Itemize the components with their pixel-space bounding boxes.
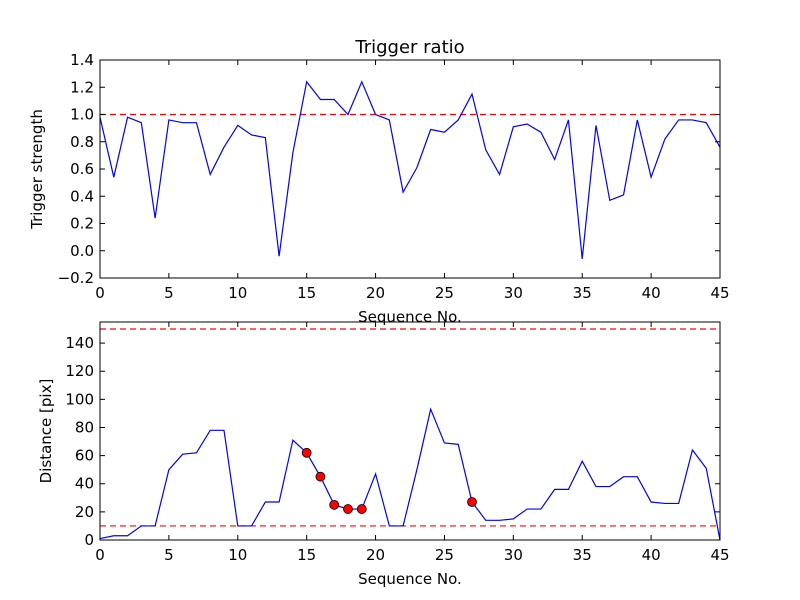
x-tick-label: 25 [435,546,454,564]
distance-axis-ticks: 0 5 10 15 20 25 30 35 40 45 0 20 40 60 80 100 120 140 [65,322,730,564]
distance-plot-marks [99,328,721,541]
x-tick-label: 30 [504,546,523,564]
highlighted-point [315,471,326,482]
x-tick-label: 40 [642,546,661,564]
y-tick-label: 0.0 [70,242,94,260]
x-tick-label: 15 [297,546,316,564]
y-tick-label: 140 [65,334,94,352]
y-tick-label: −0.2 [58,269,94,287]
highlighted-point [329,499,340,510]
y-tick-label: 1.4 [70,51,94,69]
x-tick-label: 45 [710,284,729,302]
plot-frame [99,321,721,541]
x-tick-label: 5 [164,284,174,302]
highlighted-point [343,504,353,514]
y-tick-label: 0.4 [70,187,94,205]
y-tick-label: 40 [75,475,94,493]
y-tick-label: 100 [65,390,94,408]
y-tick-label: 60 [75,447,94,465]
x-tick-label: 45 [710,546,729,564]
x-tick-label: 20 [366,284,385,302]
x-tick-label: 0 [95,284,105,302]
highlighted-point [467,497,477,507]
x-tick-label: 5 [164,546,174,564]
distance-chart: 0 5 10 15 20 25 30 35 40 45 0 20 40 60 80 100 120 140 Seq… [37,321,730,588]
y-tick-label: 20 [75,503,94,521]
y-tick-label: 1.2 [70,78,94,96]
highlighted-point [356,504,367,514]
y-axis-label: Distance [pix] [37,379,55,484]
y-tick-label: 0 [84,531,94,549]
x-tick-label: 15 [297,284,316,302]
series-line-0 [99,80,721,259]
y-tick-label: 0.6 [70,160,94,178]
y-tick-label: 120 [65,362,94,380]
x-tick-label: 20 [366,546,385,564]
trigger-ratio-axis-ticks: 0 5 10 15 20 25 30 35 40 45 −0.2 0.0 0.2 0.4 0.6 0.8 1.0… [58,51,730,302]
y-tick-label: 0.2 [70,215,94,233]
trigger-ratio-plot-marks [99,80,721,259]
x-tick-label: 40 [642,284,661,302]
highlighted-point [301,447,312,458]
y-tick-label: 0.8 [70,133,94,151]
x-axis-label: Sequence No. [358,570,462,588]
y-axis-label: Trigger strength [28,109,46,230]
chart-title: Trigger ratio [354,37,464,58]
y-tick-label: 80 [75,418,94,436]
x-tick-label: 30 [504,284,523,302]
x-tick-label: 35 [573,284,592,302]
x-tick-label: 0 [95,546,105,564]
x-tick-label: 10 [228,546,247,564]
x-tick-label: 10 [228,284,247,302]
series-line-0 [99,407,721,541]
x-tick-label: 25 [435,284,454,302]
x-axis-label: Sequence No. [358,308,462,326]
trigger-ratio-chart: Trigger ratio 0 5 10 15 20 25 30 35 40 45−0.20.00… [28,37,730,326]
x-tick-label: 35 [573,546,592,564]
y-tick-label: 1.0 [70,106,94,124]
